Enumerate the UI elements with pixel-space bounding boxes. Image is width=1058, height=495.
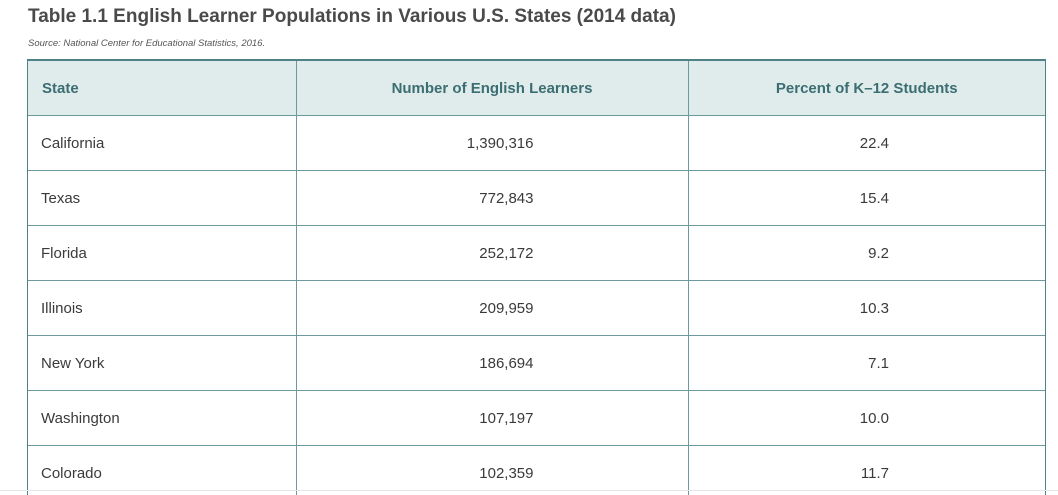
cell-percent: 22.4 — [688, 115, 1045, 171]
table-row: California 1,390,316 22.4 — [28, 115, 1045, 171]
table-source: Source: National Center for Educational … — [28, 38, 266, 49]
table-header-row: State Number of English Learners Percent… — [28, 61, 1045, 116]
cell-state: New York — [28, 335, 297, 391]
table-row: Florida 252,172 9.2 — [28, 225, 1045, 281]
table-row: Washington 107,197 10.0 — [28, 390, 1045, 446]
cell-percent: 15.4 — [688, 170, 1045, 226]
cell-state: Texas — [28, 170, 297, 226]
table-row: Illinois 209,959 10.3 — [28, 280, 1045, 336]
header-number: Number of English Learners — [296, 61, 689, 116]
header-percent: Percent of K–12 Students — [688, 61, 1045, 116]
cell-percent: 7.1 — [688, 335, 1045, 391]
cell-state: Illinois — [28, 280, 297, 336]
header-state: State — [28, 61, 297, 116]
cell-state: Colorado — [28, 445, 297, 495]
cell-percent: 10.3 — [688, 280, 1045, 336]
cell-percent: 10.0 — [688, 390, 1045, 446]
table-row: Texas 772,843 15.4 — [28, 170, 1045, 226]
cell-state: California — [28, 115, 297, 171]
table-title: Table 1.1 English Learner Populations in… — [28, 6, 676, 27]
data-table: State Number of English Learners Percent… — [28, 61, 1045, 495]
table-row: New York 186,694 7.1 — [28, 335, 1045, 391]
table-row: Colorado 102,359 11.7 — [28, 445, 1045, 495]
cell-number: 209,959 — [296, 280, 689, 336]
cell-number: 772,843 — [296, 170, 689, 226]
cell-state: Washington — [28, 390, 297, 446]
cell-number: 186,694 — [296, 335, 689, 391]
cell-number: 107,197 — [296, 390, 689, 446]
page-bottom-divider — [0, 490, 1058, 491]
cell-state: Florida — [28, 225, 297, 281]
cell-percent: 9.2 — [688, 225, 1045, 281]
cell-number: 252,172 — [296, 225, 689, 281]
cell-number: 102,359 — [296, 445, 689, 495]
cell-percent: 11.7 — [688, 445, 1045, 495]
cell-number: 1,390,316 — [296, 115, 689, 171]
table-container: State Number of English Learners Percent… — [27, 59, 1046, 495]
